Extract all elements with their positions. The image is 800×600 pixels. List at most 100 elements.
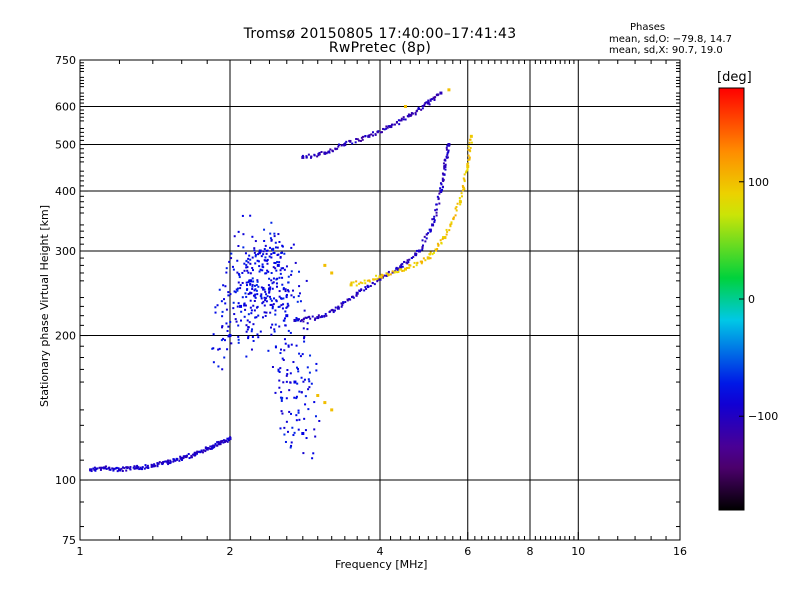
data-point — [228, 260, 231, 263]
data-point — [257, 253, 260, 256]
data-point — [290, 246, 293, 249]
data-point — [427, 99, 430, 102]
data-point — [361, 138, 364, 141]
data-point — [295, 395, 298, 398]
data-point — [180, 458, 183, 461]
data-point — [227, 291, 230, 294]
data-point — [308, 380, 311, 383]
data-point — [274, 262, 277, 265]
data-point — [450, 222, 453, 225]
data-point — [225, 322, 228, 325]
data-point — [284, 288, 287, 291]
data-point — [217, 440, 220, 443]
data-point — [428, 228, 431, 231]
data-point — [315, 369, 318, 372]
data-point — [306, 366, 309, 369]
data-point — [278, 305, 281, 308]
data-point — [447, 151, 450, 154]
data-point — [381, 274, 384, 277]
data-point — [287, 344, 290, 347]
data-point — [305, 316, 308, 319]
data-point — [429, 99, 432, 102]
data-point — [378, 277, 382, 281]
data-point — [280, 410, 283, 413]
data-point — [421, 239, 424, 242]
data-point — [311, 315, 314, 318]
data-point — [111, 467, 114, 470]
data-point — [212, 347, 215, 350]
x-tick-label: 8 — [527, 545, 534, 558]
data-point — [385, 272, 388, 275]
data-point — [279, 396, 282, 399]
data-point — [141, 466, 144, 469]
data-point — [420, 108, 423, 111]
data-point — [257, 260, 260, 263]
data-point — [469, 138, 472, 141]
data-point — [441, 172, 444, 175]
data-point — [387, 270, 390, 273]
data-point — [406, 259, 409, 262]
data-point — [436, 247, 439, 250]
data-point — [288, 410, 291, 413]
data-point — [303, 340, 306, 343]
data-point — [468, 141, 471, 144]
data-point — [286, 305, 289, 308]
data-point — [108, 467, 111, 470]
data-point — [249, 299, 252, 302]
x-tick-label: 4 — [377, 545, 384, 558]
data-point — [230, 252, 233, 255]
data-point — [236, 259, 239, 262]
data-point — [167, 459, 170, 462]
data-point — [296, 367, 299, 370]
data-point — [264, 272, 267, 275]
data-point — [407, 261, 410, 264]
data-point — [297, 318, 300, 321]
data-point — [372, 134, 375, 137]
data-point — [468, 149, 471, 152]
data-point — [209, 445, 212, 448]
data-point — [241, 281, 244, 284]
data-point — [143, 467, 146, 470]
data-point — [211, 347, 214, 350]
data-point — [253, 247, 256, 250]
data-point — [280, 267, 283, 270]
data-point — [425, 233, 428, 236]
data-point — [282, 359, 285, 362]
data-point — [452, 216, 455, 219]
data-point — [363, 279, 366, 282]
data-point — [270, 303, 273, 306]
data-point — [229, 320, 232, 323]
data-point — [317, 152, 320, 155]
data-point — [307, 378, 310, 381]
data-point — [243, 262, 246, 265]
data-point — [397, 268, 400, 271]
data-point — [363, 289, 366, 292]
data-point — [271, 365, 274, 368]
data-point — [247, 257, 250, 260]
data-point — [256, 293, 259, 296]
data-point — [151, 464, 155, 468]
data-point — [251, 269, 254, 272]
data-point — [180, 456, 184, 460]
data-point — [367, 285, 370, 288]
data-point — [309, 354, 312, 357]
data-point — [267, 287, 271, 291]
data-point — [264, 244, 267, 247]
data-point — [297, 428, 300, 431]
data-point — [265, 272, 268, 275]
data-point — [248, 254, 251, 257]
data-point — [425, 101, 428, 104]
data-point — [283, 426, 286, 429]
data-point — [295, 319, 298, 322]
data-point — [466, 167, 469, 170]
data-point — [290, 343, 293, 346]
data-point — [237, 302, 240, 305]
data-point — [272, 247, 275, 250]
data-point — [314, 435, 317, 438]
data-point — [237, 338, 240, 341]
data-point — [90, 470, 93, 473]
data-point — [366, 284, 369, 287]
data-point — [293, 396, 296, 399]
data-point — [245, 295, 248, 298]
data-point — [440, 242, 443, 245]
